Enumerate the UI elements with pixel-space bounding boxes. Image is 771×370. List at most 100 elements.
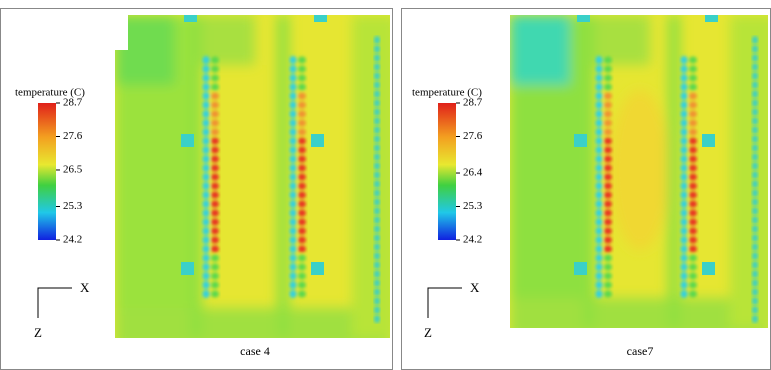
edge-jet (752, 243, 758, 251)
cold-jet (202, 74, 210, 82)
edge-jet (752, 315, 758, 323)
inlet (705, 15, 718, 22)
cold-jet (680, 254, 688, 262)
edge-jet (374, 99, 380, 107)
cold-jet (680, 236, 688, 244)
cold-jet (680, 209, 688, 217)
warm-region (610, 90, 670, 250)
hot-jet (604, 236, 612, 244)
edge-jet (374, 207, 380, 215)
edge-jet (752, 171, 758, 179)
hot-jet (211, 119, 219, 127)
cold-jet (595, 56, 603, 64)
cold-jet (289, 173, 297, 181)
edge-jet (374, 225, 380, 233)
cool-region (730, 15, 768, 328)
cool-region (277, 15, 289, 338)
edge-jet (752, 306, 758, 314)
colorbar-label: 25.3 (63, 200, 83, 212)
hot-jet (604, 191, 612, 199)
cold-jet (595, 200, 603, 208)
cold-jet (202, 119, 210, 127)
cold-jet (289, 182, 297, 190)
cold-jet (289, 200, 297, 208)
hot-jet (689, 128, 697, 136)
hot-jet (689, 281, 697, 289)
hot-jet (604, 101, 612, 109)
hot-jet (604, 209, 612, 217)
edge-jet (374, 252, 380, 260)
inlet (314, 15, 327, 22)
edge-jet (374, 234, 380, 242)
colorbar-label: 28.7 (63, 97, 83, 109)
hot-jet (689, 74, 697, 82)
hot-jet (298, 56, 306, 64)
hot-jet (211, 173, 219, 181)
cold-jet (595, 209, 603, 217)
hot-jet (604, 92, 612, 100)
hot-jet (604, 74, 612, 82)
hot-jet (604, 155, 612, 163)
axis-glyph (37, 287, 72, 318)
hot-jet (211, 101, 219, 109)
axis-z-label: Z (424, 325, 432, 340)
hot-jet (298, 191, 306, 199)
edge-jet (374, 243, 380, 251)
inlet (181, 134, 194, 147)
cold-jet (202, 236, 210, 244)
edge-jet (374, 198, 380, 206)
edge-jet (752, 198, 758, 206)
cold-jet (289, 290, 297, 298)
edge-jet (374, 297, 380, 305)
colorbar-label: 27.6 (463, 130, 483, 142)
hot-jet (298, 209, 306, 217)
colorbar-label: 27.6 (63, 130, 83, 142)
hot-jet (211, 74, 219, 82)
cold-jet (289, 281, 297, 289)
inlet (702, 262, 715, 275)
cold-jet (680, 155, 688, 163)
cold-jet (595, 227, 603, 235)
cold-jet (595, 119, 603, 127)
edge-jet (752, 72, 758, 80)
edge-jet (374, 171, 380, 179)
edge-jet (752, 81, 758, 89)
hot-jet (211, 236, 219, 244)
cold-jet (289, 164, 297, 172)
jet-column (202, 56, 219, 298)
hot-jet (689, 200, 697, 208)
legend-title: temperature (C) (412, 87, 482, 99)
hot-jet (689, 56, 697, 64)
hot-jet (211, 263, 219, 271)
hot-jet (689, 137, 697, 145)
cold-jet (680, 272, 688, 280)
edge-jet (374, 288, 380, 296)
hot-jet (211, 155, 219, 163)
cold-jet (289, 209, 297, 217)
edge-jet (374, 45, 380, 53)
cold-jet (289, 263, 297, 271)
edge-jet (752, 180, 758, 188)
cold-jet (680, 92, 688, 100)
cool-region (352, 15, 390, 338)
cold-jet (680, 74, 688, 82)
cold-jet (202, 92, 210, 100)
inlet (181, 262, 194, 275)
cold-jet (680, 227, 688, 235)
edge-jet (374, 306, 380, 314)
hot-jet (211, 227, 219, 235)
hot-jet (604, 146, 612, 154)
cold-jet (595, 182, 603, 190)
caption: case7 (627, 344, 654, 358)
edge-jet (374, 261, 380, 269)
hot-jet (211, 218, 219, 226)
hot-jet (689, 227, 697, 235)
colorbar-label: 26.5 (63, 164, 83, 176)
cool-region (115, 308, 390, 338)
cold-jet (202, 65, 210, 73)
cold-jet (202, 164, 210, 172)
cold-jet (595, 92, 603, 100)
hot-jet (689, 218, 697, 226)
hot-jet (211, 92, 219, 100)
cold-jet (680, 245, 688, 253)
